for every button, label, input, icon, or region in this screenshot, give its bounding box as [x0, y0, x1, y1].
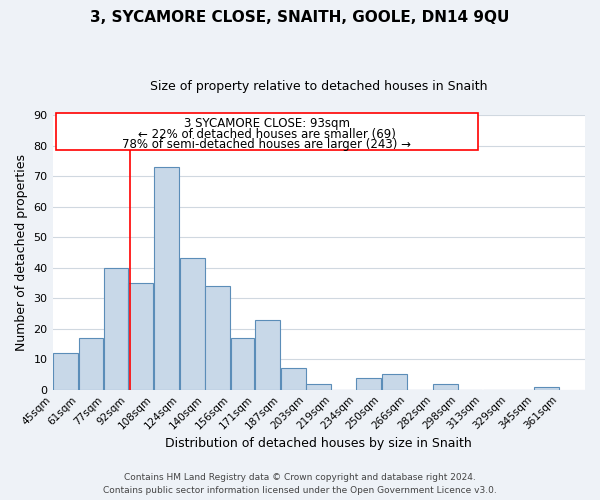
- Text: Contains HM Land Registry data © Crown copyright and database right 2024.
Contai: Contains HM Land Registry data © Crown c…: [103, 474, 497, 495]
- Bar: [79, 338, 103, 390]
- Bar: [53, 353, 78, 390]
- Bar: [356, 378, 381, 390]
- Bar: [307, 384, 331, 390]
- Bar: [382, 374, 407, 390]
- Bar: [255, 320, 280, 390]
- Title: Size of property relative to detached houses in Snaith: Size of property relative to detached ho…: [150, 80, 488, 93]
- Text: 3, SYCAMORE CLOSE, SNAITH, GOOLE, DN14 9QU: 3, SYCAMORE CLOSE, SNAITH, GOOLE, DN14 9…: [91, 10, 509, 25]
- Text: 3 SYCAMORE CLOSE: 93sqm: 3 SYCAMORE CLOSE: 93sqm: [184, 117, 350, 130]
- Bar: [281, 368, 305, 390]
- Bar: [56, 114, 478, 150]
- Bar: [179, 258, 205, 390]
- Bar: [104, 268, 128, 390]
- Bar: [231, 338, 254, 390]
- Bar: [205, 286, 230, 390]
- Bar: [534, 386, 559, 390]
- Bar: [433, 384, 458, 390]
- Bar: [128, 283, 153, 390]
- X-axis label: Distribution of detached houses by size in Snaith: Distribution of detached houses by size …: [166, 437, 472, 450]
- Text: 78% of semi-detached houses are larger (243) →: 78% of semi-detached houses are larger (…: [122, 138, 411, 151]
- Bar: [154, 167, 179, 390]
- Text: ← 22% of detached houses are smaller (69): ← 22% of detached houses are smaller (69…: [138, 128, 395, 140]
- Y-axis label: Number of detached properties: Number of detached properties: [15, 154, 28, 351]
